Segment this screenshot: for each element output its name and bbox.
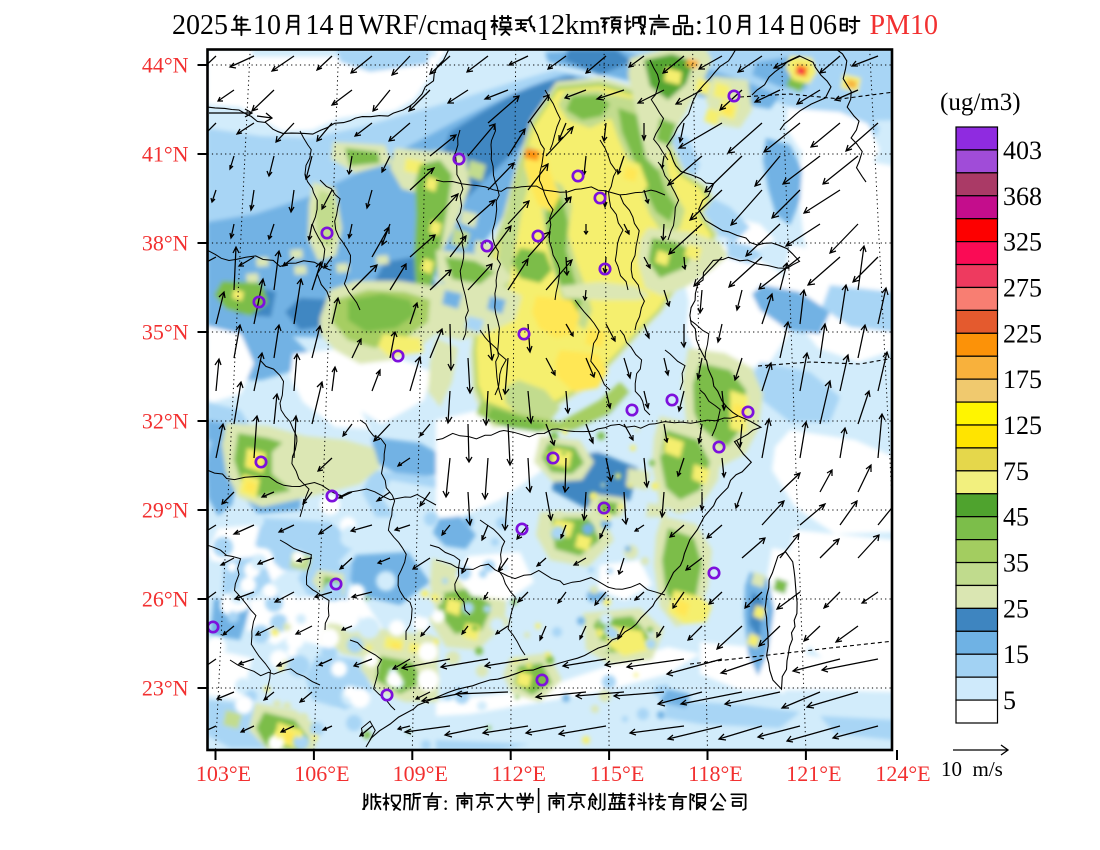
svg-text:5: 5	[1003, 686, 1016, 715]
svg-text:41°N: 41°N	[142, 142, 189, 167]
svg-text:75: 75	[1003, 457, 1029, 486]
svg-text:35°N: 35°N	[142, 320, 189, 345]
svg-text::: :	[443, 791, 449, 815]
svg-text:225: 225	[1003, 319, 1042, 348]
svg-text:103°E: 103°E	[196, 761, 251, 786]
svg-text:125: 125	[1003, 411, 1042, 440]
svg-text:45: 45	[1003, 503, 1029, 532]
svg-text:29°N: 29°N	[142, 498, 189, 523]
svg-text:38°N: 38°N	[142, 231, 189, 256]
svg-text:275: 275	[1003, 274, 1042, 303]
svg-text:10: 10	[704, 10, 732, 41]
svg-text:25: 25	[1003, 594, 1029, 623]
svg-text:2025: 2025	[172, 10, 228, 41]
svg-text:06: 06	[809, 10, 837, 41]
svg-text:124°E: 124°E	[875, 761, 930, 786]
svg-text:106°E: 106°E	[294, 761, 349, 786]
svg-text:23°N: 23°N	[142, 676, 189, 701]
svg-text:32°N: 32°N	[142, 409, 189, 434]
svg-text:WRF/cmaq: WRF/cmaq	[358, 10, 487, 41]
svg-text:14: 14	[306, 10, 334, 41]
svg-text:115°E: 115°E	[590, 761, 644, 786]
svg-text:175: 175	[1003, 365, 1042, 394]
svg-text:15: 15	[1003, 640, 1029, 669]
svg-text:PM10: PM10	[870, 10, 938, 41]
svg-text:10 m/s: 10 m/s	[941, 757, 1003, 781]
svg-text:368: 368	[1003, 182, 1042, 211]
svg-text::: :	[695, 10, 703, 41]
svg-text:35: 35	[1003, 549, 1029, 578]
svg-text:14: 14	[757, 10, 785, 41]
svg-text:44°N: 44°N	[142, 53, 189, 78]
svg-text:(ug/m3): (ug/m3)	[940, 89, 1021, 116]
svg-text:10: 10	[253, 10, 281, 41]
svg-text:112°E: 112°E	[491, 761, 545, 786]
svg-text:26°N: 26°N	[142, 587, 189, 612]
svg-text:121°E: 121°E	[786, 761, 841, 786]
svg-text:109°E: 109°E	[393, 761, 448, 786]
svg-text:12km: 12km	[537, 10, 601, 41]
svg-text:325: 325	[1003, 228, 1042, 257]
svg-text:118°E: 118°E	[688, 761, 742, 786]
svg-text:403: 403	[1003, 136, 1042, 165]
